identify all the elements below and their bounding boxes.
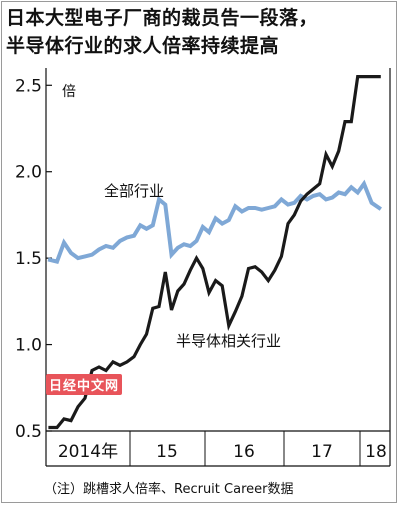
x-tick-label: 15 (156, 442, 178, 462)
x-tick-label: 16 (233, 442, 255, 462)
x-tick-label: 18 (365, 442, 387, 462)
y-unit-label: 倍 (62, 84, 76, 100)
y-tick-label: 1.5 (15, 249, 42, 269)
y-tick-label: 0.5 (15, 422, 42, 442)
chart-title-line-1: 日本大型电子厂商的裁员告一段落， (6, 7, 319, 29)
watermark-logo: 日经中文网 (46, 374, 123, 395)
y-axis-ticks: 0.5 1.0 1.5 2.0 2.5 倍 (15, 76, 76, 442)
series-label-all-industries: 全部行业 (104, 182, 164, 200)
x-tick-label: 2014年 (58, 442, 118, 462)
x-axis-year-labels: 2014年 15 16 17 18 (58, 442, 387, 462)
chart-axes (45, 68, 391, 467)
y-tick-label: 2.0 (15, 163, 42, 183)
y-tick-label: 2.5 (15, 76, 42, 96)
chart-title-line-2: 半导体行业的求人倍率持续提高 (6, 35, 280, 57)
chart-series (47, 74, 382, 430)
y-tick-label: 1.0 (15, 336, 42, 356)
x-tick-label: 17 (311, 442, 333, 462)
series-line-semiconductor (48, 74, 381, 430)
series-label-semiconductor: 半导体相关行业 (176, 332, 281, 350)
series-line-all-industries (47, 179, 382, 264)
chart-note: （注）跳槽求人倍率、Recruit Career数据 (44, 482, 294, 497)
